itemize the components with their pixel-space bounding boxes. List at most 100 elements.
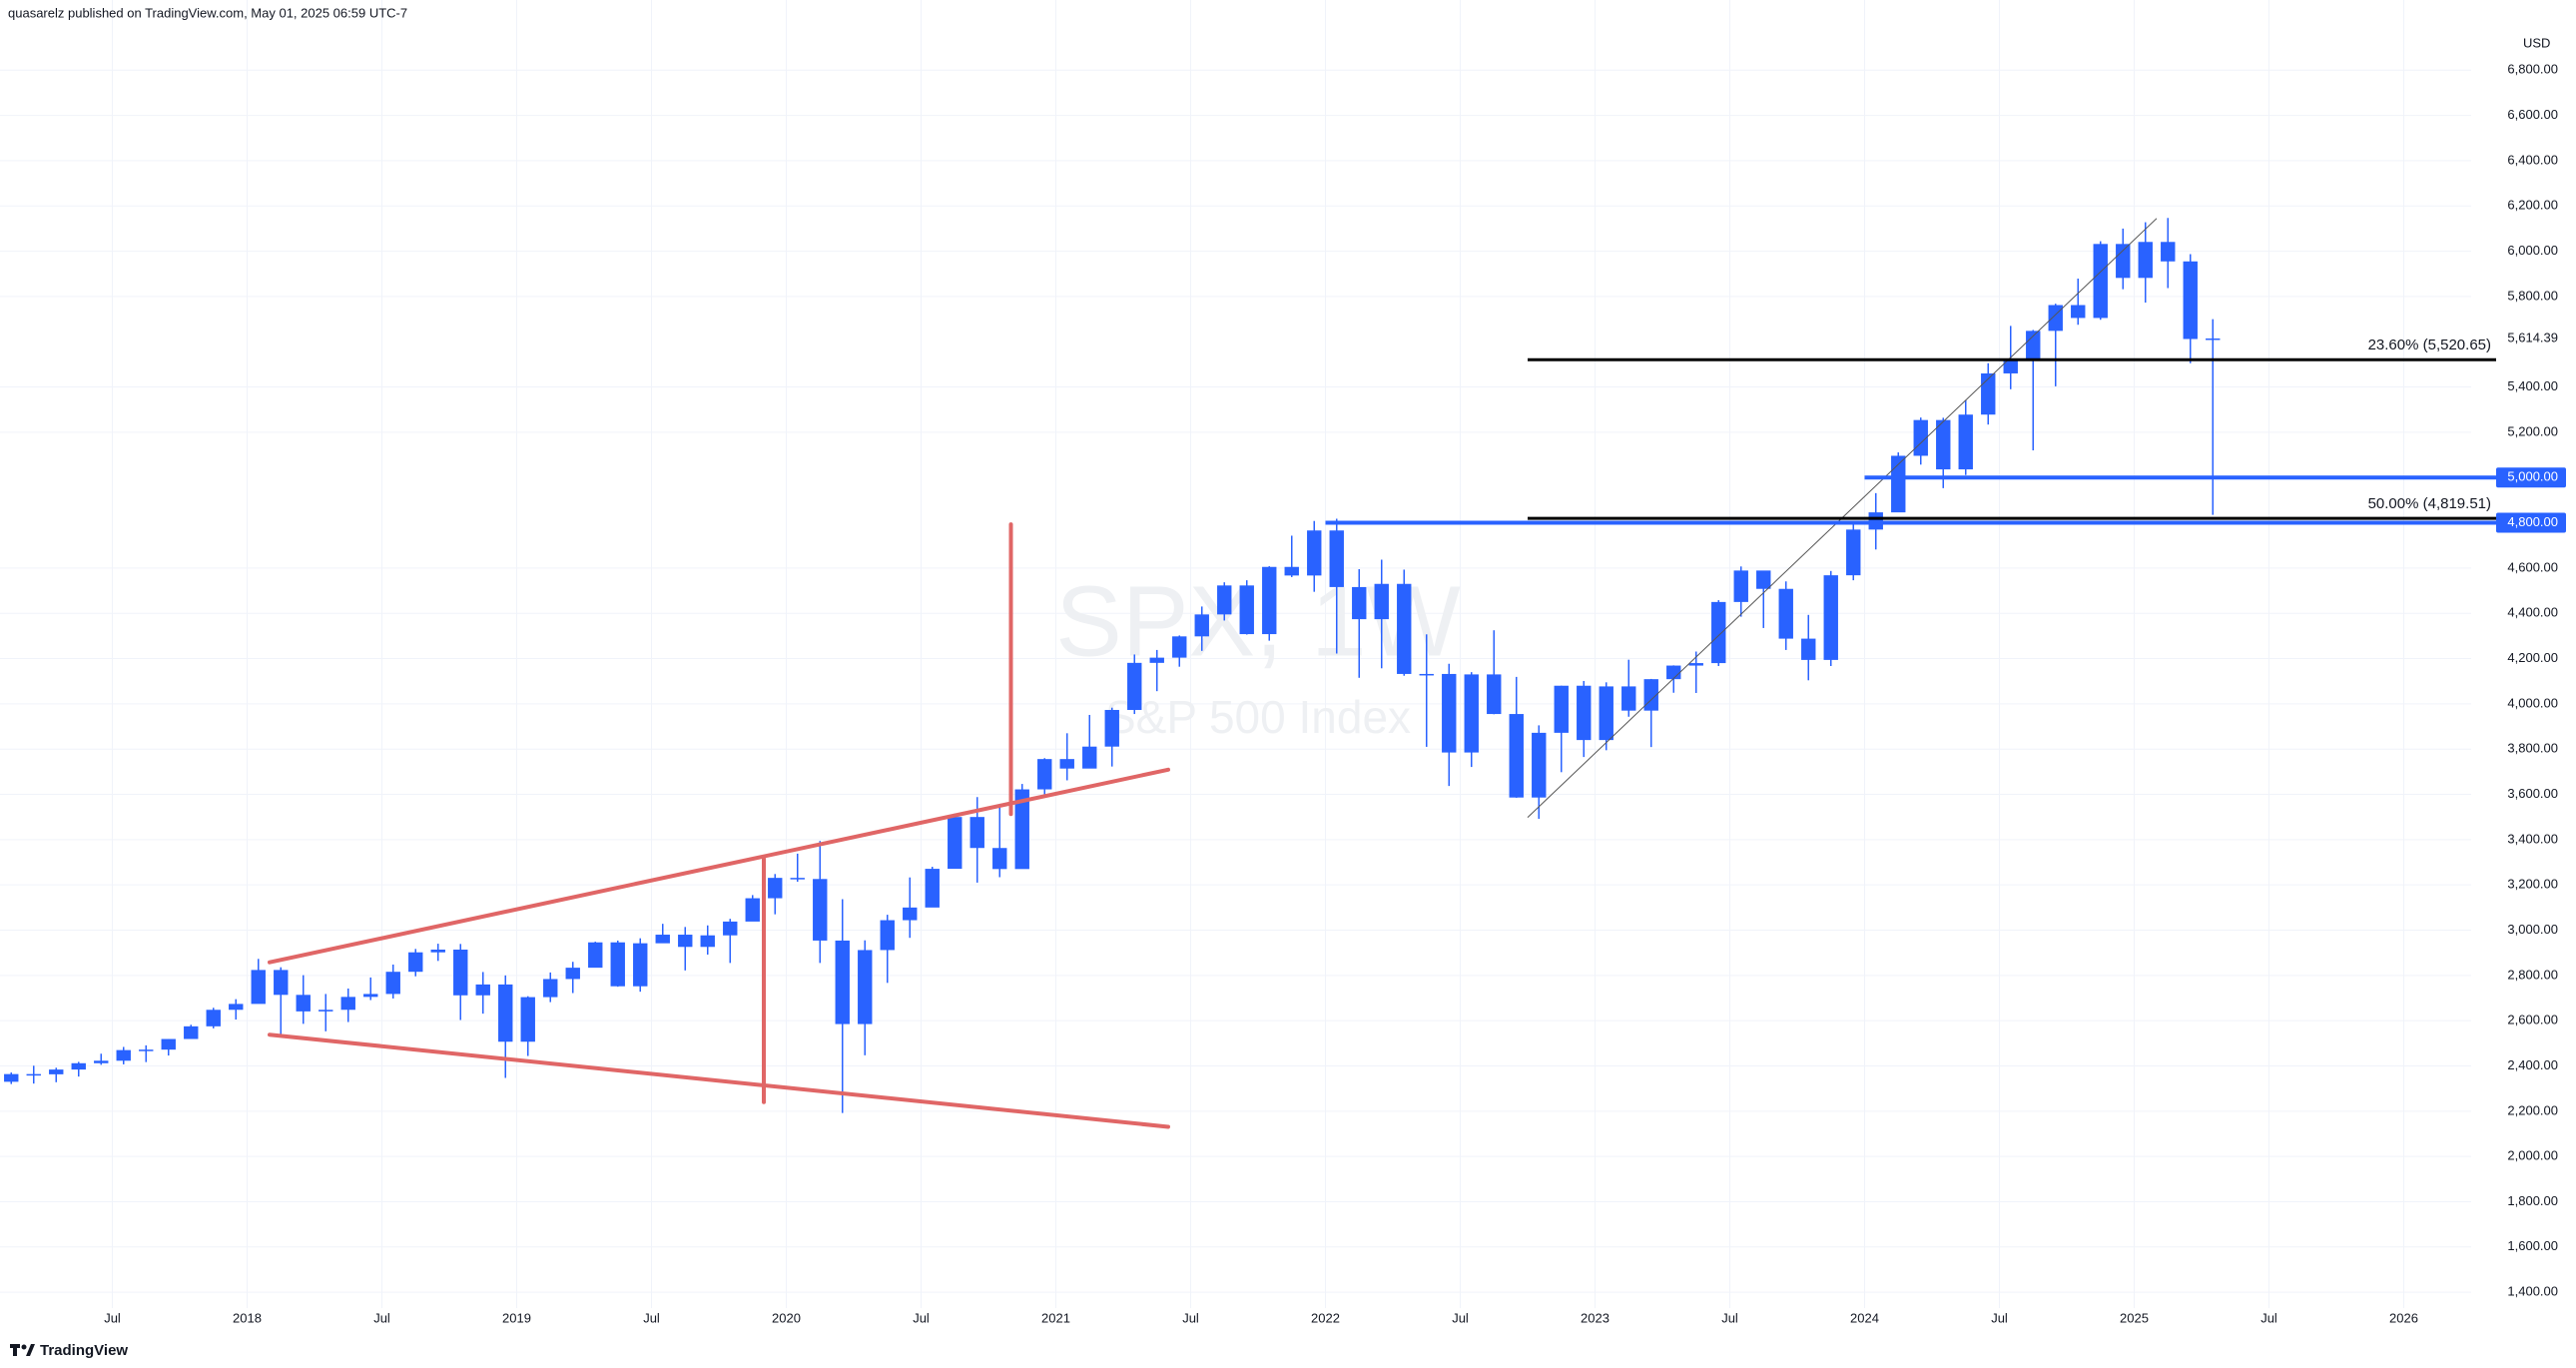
y-tick-label: 6,200.00 — [2507, 198, 2558, 213]
candle-body — [2183, 261, 2198, 340]
x-tick-label: 2024 — [1850, 1310, 1879, 1325]
logo-icon — [26, 1344, 35, 1356]
candle-body — [1733, 570, 1748, 602]
candle-body — [2116, 244, 2131, 279]
y-tick-label: 6,000.00 — [2507, 243, 2558, 258]
watermark-symbol: SPX, 1W — [1055, 565, 1461, 677]
x-tick-label: Jul — [913, 1310, 930, 1325]
candle-body — [1352, 586, 1367, 620]
y-tick-label: 4,600.00 — [2507, 559, 2558, 574]
candle-body — [4, 1073, 19, 1082]
x-tick-label: 2020 — [772, 1310, 801, 1325]
logo-icon — [13, 1344, 17, 1356]
y-tick-label: 2,000.00 — [2507, 1148, 2558, 1163]
candle-body — [543, 979, 558, 998]
candle-body — [1778, 588, 1793, 639]
candle-body — [385, 972, 400, 995]
y-tick-label: 3,000.00 — [2507, 922, 2558, 937]
candle-body — [408, 952, 423, 973]
y-tick-label: 2,800.00 — [2507, 967, 2558, 982]
last-price-label: 5,614.39 — [2507, 330, 2558, 344]
candle-body — [116, 1049, 131, 1061]
candle-body — [520, 997, 535, 1042]
candle-body — [251, 970, 266, 1005]
watermark: SPX, 1W S&P 500 Index — [1055, 565, 1461, 743]
candle-body — [1127, 662, 1142, 710]
logo: TradingView — [10, 1342, 128, 1359]
candle-body — [2093, 244, 2108, 319]
candle-body — [1509, 714, 1524, 798]
candle-body — [1936, 419, 1951, 470]
candle-body — [903, 907, 918, 921]
candle-body — [768, 878, 783, 899]
candle-body — [1532, 732, 1547, 798]
candle-body — [1262, 566, 1277, 635]
candle-body — [2048, 305, 2063, 332]
candle-body — [1329, 530, 1344, 587]
candle-body — [1846, 529, 1861, 576]
candle-body — [588, 942, 603, 969]
x-tick-label: Jul — [373, 1310, 390, 1325]
price-tag-label: 5,000.00 — [2507, 469, 2558, 484]
candle-body — [161, 1038, 176, 1050]
brand: TradingView — [40, 1342, 128, 1359]
candle-body — [1239, 585, 1254, 635]
candle-body — [1599, 686, 1613, 741]
candle-body — [1307, 530, 1322, 576]
y-tick-label: 3,600.00 — [2507, 786, 2558, 801]
candle-body — [1801, 638, 1816, 660]
y-tick-label: 2,600.00 — [2507, 1013, 2558, 1027]
candle-body — [296, 995, 311, 1012]
candle-body — [1621, 686, 1636, 711]
price-tag-label: 4,800.00 — [2507, 514, 2558, 529]
trendline — [268, 767, 1170, 965]
candle-body — [49, 1069, 64, 1074]
trendline — [268, 1032, 1170, 1129]
candle-body — [813, 879, 828, 941]
y-tick-label: 6,400.00 — [2507, 152, 2558, 167]
candle-body — [1014, 789, 1029, 870]
price-axis: 1,400.00 1,600.00 1,800.00 2,000.00 2,200.00… — [2496, 62, 2566, 1299]
candle-body — [1487, 674, 1502, 715]
candle-body — [925, 869, 940, 908]
currency: USD — [2523, 35, 2550, 50]
x-tick-label: 2025 — [2120, 1310, 2149, 1325]
candle-body — [1823, 575, 1838, 660]
candle-body — [1397, 583, 1412, 674]
candle-body — [2071, 305, 2086, 319]
candle-body — [1442, 673, 1457, 753]
candle-body — [71, 1062, 86, 1070]
y-tick-label: 1,600.00 — [2507, 1238, 2558, 1253]
candle-body — [1464, 674, 1479, 753]
candle-body — [1082, 746, 1097, 769]
grid — [0, 0, 2471, 1308]
candle-body — [1577, 685, 1592, 741]
candle-body — [184, 1026, 199, 1039]
y-tick-label: 4,000.00 — [2507, 695, 2558, 710]
x-tick-label: Jul — [1182, 1310, 1199, 1325]
candle-body — [139, 1049, 154, 1051]
x-tick-label: Jul — [1991, 1310, 2008, 1325]
candle-body — [363, 994, 378, 998]
candle-body — [745, 898, 760, 922]
candle-body — [340, 997, 355, 1011]
candle-body — [723, 921, 738, 936]
x-tick-label: 2018 — [233, 1310, 262, 1325]
y-tick-label: 2,200.00 — [2507, 1102, 2558, 1117]
y-tick-label: 3,200.00 — [2507, 877, 2558, 892]
y-tick-label: 5,200.00 — [2507, 423, 2558, 438]
x-tick-label: Jul — [104, 1310, 121, 1325]
candle-body — [880, 920, 895, 951]
candle-body — [1666, 665, 1681, 680]
y-tick-label: 4,200.00 — [2507, 650, 2558, 665]
plot: 23.60% (5,520.65) 50.00% (4,819.51) — [4, 218, 2496, 1129]
candle-body — [1891, 455, 1906, 513]
y-tick-label: 6,800.00 — [2507, 62, 2558, 77]
candle-body — [1149, 657, 1164, 663]
y-tick-label: 2,400.00 — [2507, 1057, 2558, 1072]
candle-body — [1958, 414, 1973, 470]
price-tag — [2496, 467, 2566, 488]
y-tick-label: 1,800.00 — [2507, 1193, 2558, 1208]
